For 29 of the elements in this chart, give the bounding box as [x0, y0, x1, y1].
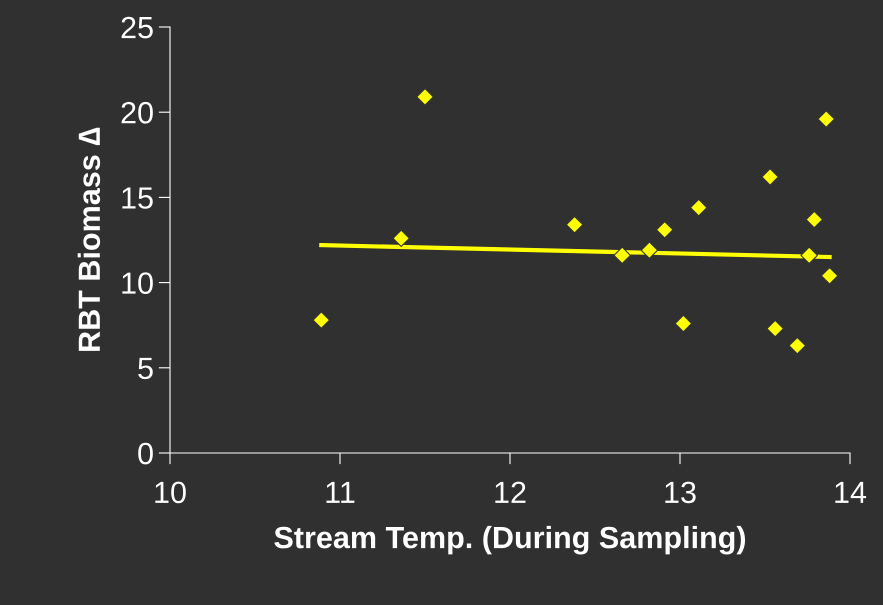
y-tick-label: 15: [122, 187, 153, 209]
point: [416, 88, 434, 106]
point: [613, 246, 631, 264]
y-tick-label: 20: [122, 102, 153, 124]
point: [640, 241, 658, 259]
x-tick-label: 12: [495, 482, 526, 503]
point: [820, 267, 838, 285]
point: [566, 216, 584, 234]
point: [806, 210, 824, 228]
y-tick-label: 25: [122, 16, 153, 38]
point: [392, 230, 410, 248]
y-tick-label: 0: [138, 442, 153, 464]
point: [674, 314, 692, 332]
y-axis-title: RBT Biomass ∆: [78, 128, 100, 351]
point: [766, 320, 784, 338]
point: [656, 221, 674, 239]
point: [800, 246, 818, 264]
point: [761, 168, 779, 186]
x-tick-label: 11: [326, 482, 354, 503]
x-tick-label: 10: [155, 482, 186, 504]
point: [312, 311, 330, 329]
point: [788, 336, 806, 354]
point: [817, 110, 835, 128]
point: [690, 198, 708, 216]
x-axis-title: Stream Temp. (During Sampling): [274, 526, 746, 555]
y-tick-label: 10: [122, 272, 153, 294]
x-tick-label: 13: [665, 482, 696, 504]
y-tick-label: 5: [138, 358, 153, 380]
x-tick-label: 14: [835, 482, 866, 503]
